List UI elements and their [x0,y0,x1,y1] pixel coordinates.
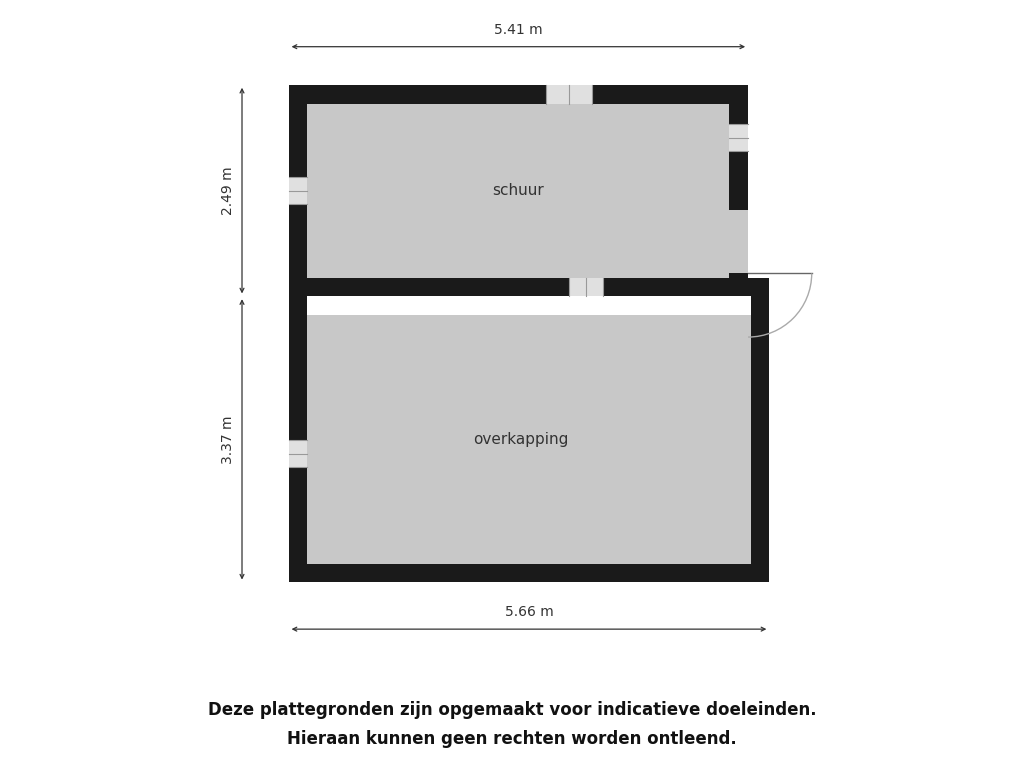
Bar [729,124,749,151]
Text: 3.37 m: 3.37 m [221,415,236,464]
Text: schuur: schuur [493,183,544,198]
Bar [289,440,307,467]
Bar [307,104,729,278]
Text: 5.66 m: 5.66 m [505,605,553,619]
Bar [729,85,749,296]
Bar [569,278,603,296]
Bar [289,85,307,296]
Text: Hieraan kunnen geen rechten worden ontleend.: Hieraan kunnen geen rechten worden ontle… [287,730,737,748]
Text: overkapping: overkapping [473,432,568,447]
Bar [289,564,769,582]
Text: 5.41 m: 5.41 m [494,22,543,37]
Bar [289,85,749,104]
Bar [546,85,592,104]
Bar [729,210,749,273]
Bar [289,278,307,582]
Bar [751,296,769,582]
Bar [307,315,751,564]
Bar [289,278,769,296]
Text: 2.49 m: 2.49 m [221,167,236,215]
Bar [289,278,749,296]
Text: Deze plattegronden zijn opgemaakt voor indicatieve doeleinden.: Deze plattegronden zijn opgemaakt voor i… [208,701,816,720]
Bar [289,177,307,204]
